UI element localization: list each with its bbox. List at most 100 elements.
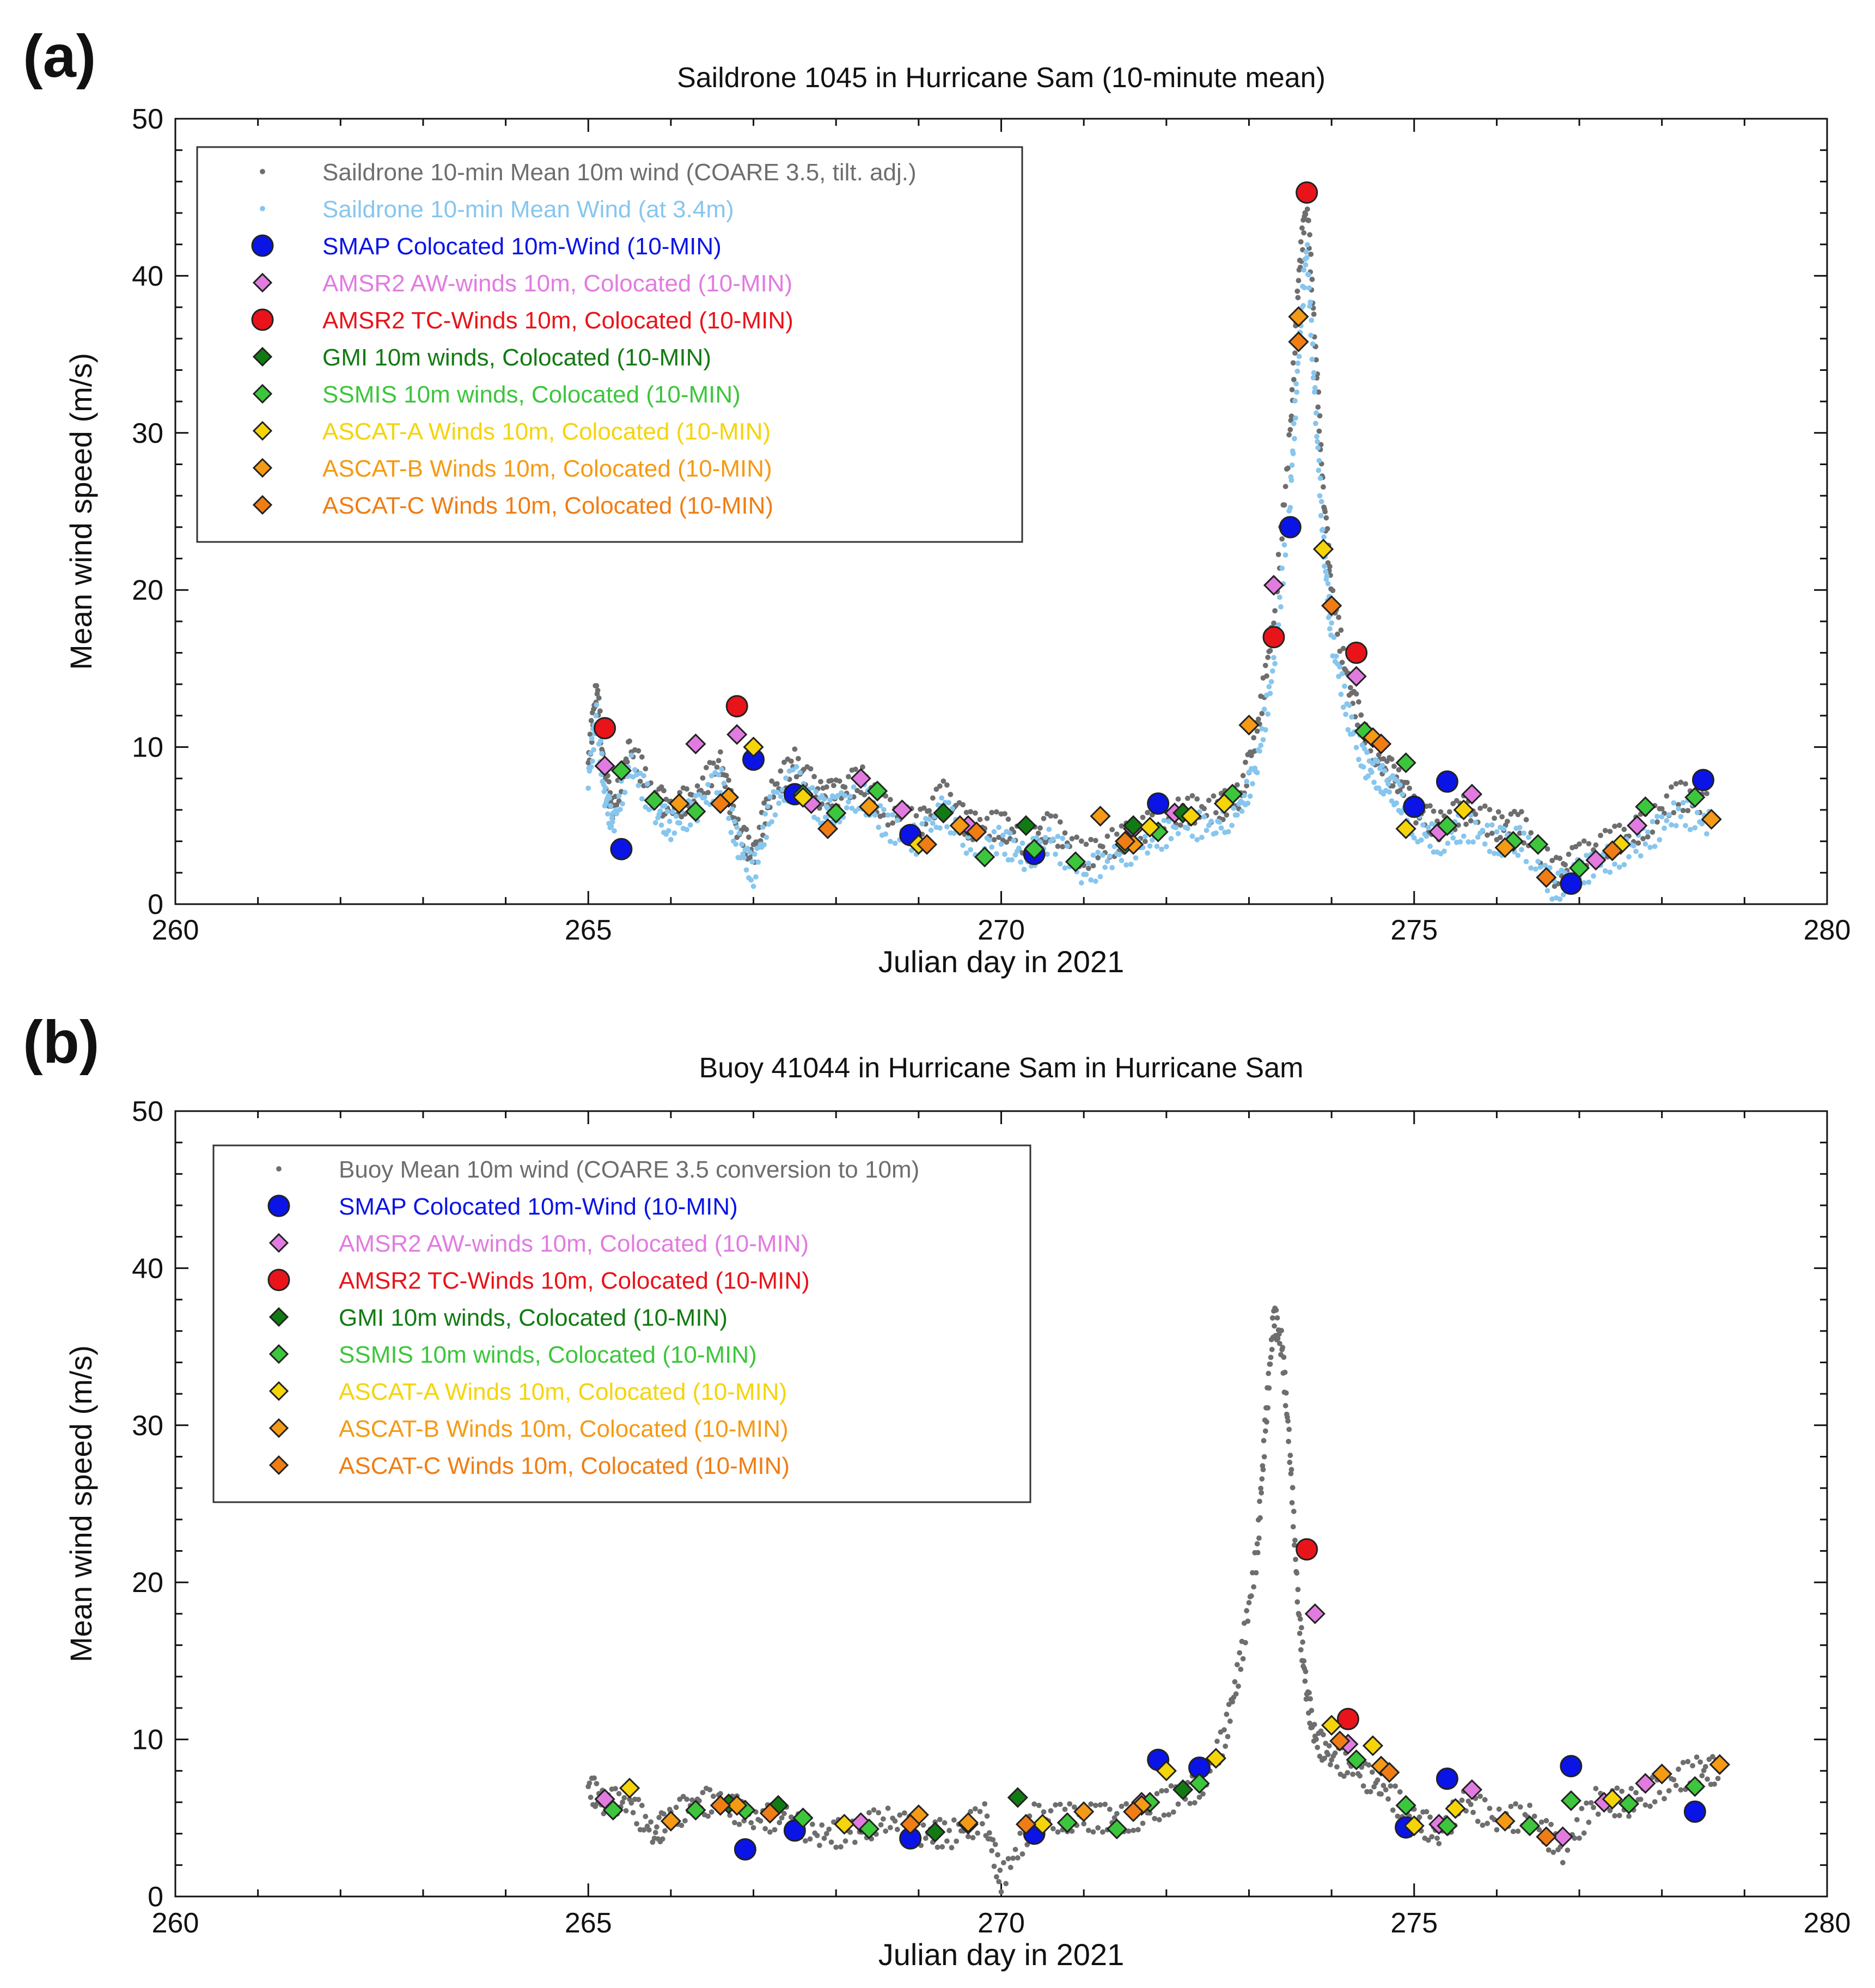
data-point-dot	[1244, 783, 1250, 789]
data-point-dot	[1295, 1587, 1301, 1593]
data-point-diamond	[826, 802, 847, 824]
data-point-diamond	[925, 1821, 946, 1843]
data-point-dot	[1267, 691, 1273, 697]
data-point-dot	[1042, 834, 1048, 840]
data-point-dot	[1265, 655, 1271, 660]
data-point-dot	[1078, 880, 1084, 886]
data-point-dot	[1262, 662, 1268, 668]
data-point-dot	[1645, 829, 1651, 835]
data-point-diamond	[610, 760, 632, 781]
data-point-dot	[1295, 295, 1301, 301]
data-point-dot	[1325, 1752, 1331, 1758]
data-point-dot	[628, 1800, 634, 1806]
data-point-dot	[1680, 808, 1686, 814]
data-point-dot	[1307, 303, 1312, 309]
data-point-dot	[1315, 445, 1321, 450]
data-point-dot	[760, 824, 766, 830]
data-point-diamond	[743, 736, 764, 758]
data-point-diamond	[1189, 1773, 1210, 1794]
data-point-dot	[605, 811, 610, 817]
data-point-dot	[1517, 825, 1523, 831]
data-point-dot	[979, 1821, 985, 1827]
data-point-dot	[887, 1825, 893, 1831]
data-point-dot	[1244, 1608, 1250, 1614]
data-point-dot	[1175, 831, 1181, 837]
data-point-dot	[1379, 763, 1385, 769]
data-point-dot	[1712, 1781, 1718, 1787]
data-point-dot	[627, 738, 632, 744]
data-point-dot	[1391, 764, 1397, 769]
data-point-dot	[876, 1810, 882, 1816]
data-point-diamond	[1312, 539, 1334, 560]
data-point-dot	[628, 752, 634, 758]
data-point-dot	[588, 764, 594, 770]
data-point-dot	[989, 844, 995, 850]
legend-marker	[267, 1269, 290, 1291]
data-point-dot	[761, 800, 767, 806]
data-point-dot	[1485, 1820, 1490, 1826]
data-point-dot	[1034, 835, 1040, 840]
data-point-diamond	[1560, 1790, 1582, 1812]
data-point-dot	[1555, 870, 1561, 876]
data-point-dot	[1230, 1699, 1236, 1705]
data-point-dot	[1175, 796, 1181, 802]
data-point-dot	[1385, 781, 1391, 787]
data-point-dot	[1626, 854, 1632, 859]
data-point-dot	[1258, 742, 1264, 748]
data-point-dot	[1201, 814, 1207, 820]
data-point-dot	[991, 1863, 997, 1869]
data-point-dot	[662, 1828, 668, 1834]
data-point-dot	[761, 842, 767, 847]
legend-label: SSMIS 10m winds, Colocated (10-MIN)	[322, 381, 741, 408]
data-point-dot	[736, 1821, 742, 1827]
data-point-dot	[1285, 1418, 1291, 1424]
data-point-dot	[842, 1838, 848, 1844]
data-point-dot	[1515, 852, 1521, 858]
data-point-dot	[687, 822, 693, 828]
data-point-dot	[1676, 1766, 1681, 1772]
data-point-dot	[814, 1833, 820, 1838]
data-point-dot	[797, 770, 803, 776]
data-point-dot	[700, 1790, 706, 1796]
data-point-dot	[996, 825, 1002, 830]
data-point-dot	[1102, 1801, 1108, 1807]
data-point-dot	[1021, 867, 1027, 873]
legend-marker	[252, 495, 273, 515]
data-point-dot	[613, 1786, 618, 1791]
data-point-dot	[954, 1838, 960, 1844]
data-point-dot	[1704, 790, 1709, 796]
data-point-diamond	[1519, 1815, 1541, 1837]
data-point-diamond	[1181, 806, 1202, 827]
x-tick-label: 265	[565, 1907, 612, 1939]
data-point-dot	[998, 1889, 1004, 1895]
data-point-dot	[1036, 1802, 1042, 1808]
data-point-diamond	[759, 1803, 781, 1824]
data-point-diamond	[1024, 838, 1045, 860]
data-point-dot	[933, 786, 939, 792]
data-point-dot	[1504, 819, 1510, 825]
data-point-dot	[809, 785, 815, 791]
data-point-dot	[1290, 1524, 1296, 1530]
data-point-dot	[677, 820, 683, 826]
data-point-dot	[830, 783, 836, 789]
data-point-dot	[989, 809, 995, 815]
data-point-dot	[1659, 806, 1665, 812]
data-point-dot	[1213, 810, 1219, 816]
y-tick-label: 20	[132, 1567, 163, 1599]
data-point-diamond	[1123, 1801, 1144, 1822]
data-point-dot	[1245, 800, 1251, 806]
data-point-dot	[990, 1837, 996, 1843]
data-point-dot	[890, 812, 896, 818]
data-point-dot	[1085, 861, 1091, 866]
data-point-dot	[636, 1797, 642, 1802]
data-point-dot	[673, 1804, 679, 1810]
data-point-diamond	[866, 780, 888, 802]
data-point-dot	[1200, 1791, 1206, 1797]
data-point-dot	[726, 815, 731, 821]
data-point-dot	[1142, 833, 1148, 839]
data-point-dot	[1315, 1745, 1321, 1751]
data-point-diamond	[1437, 1815, 1458, 1837]
data-point-dot	[1692, 825, 1698, 831]
data-point-dot	[949, 806, 955, 812]
data-point-diamond	[1321, 595, 1342, 617]
